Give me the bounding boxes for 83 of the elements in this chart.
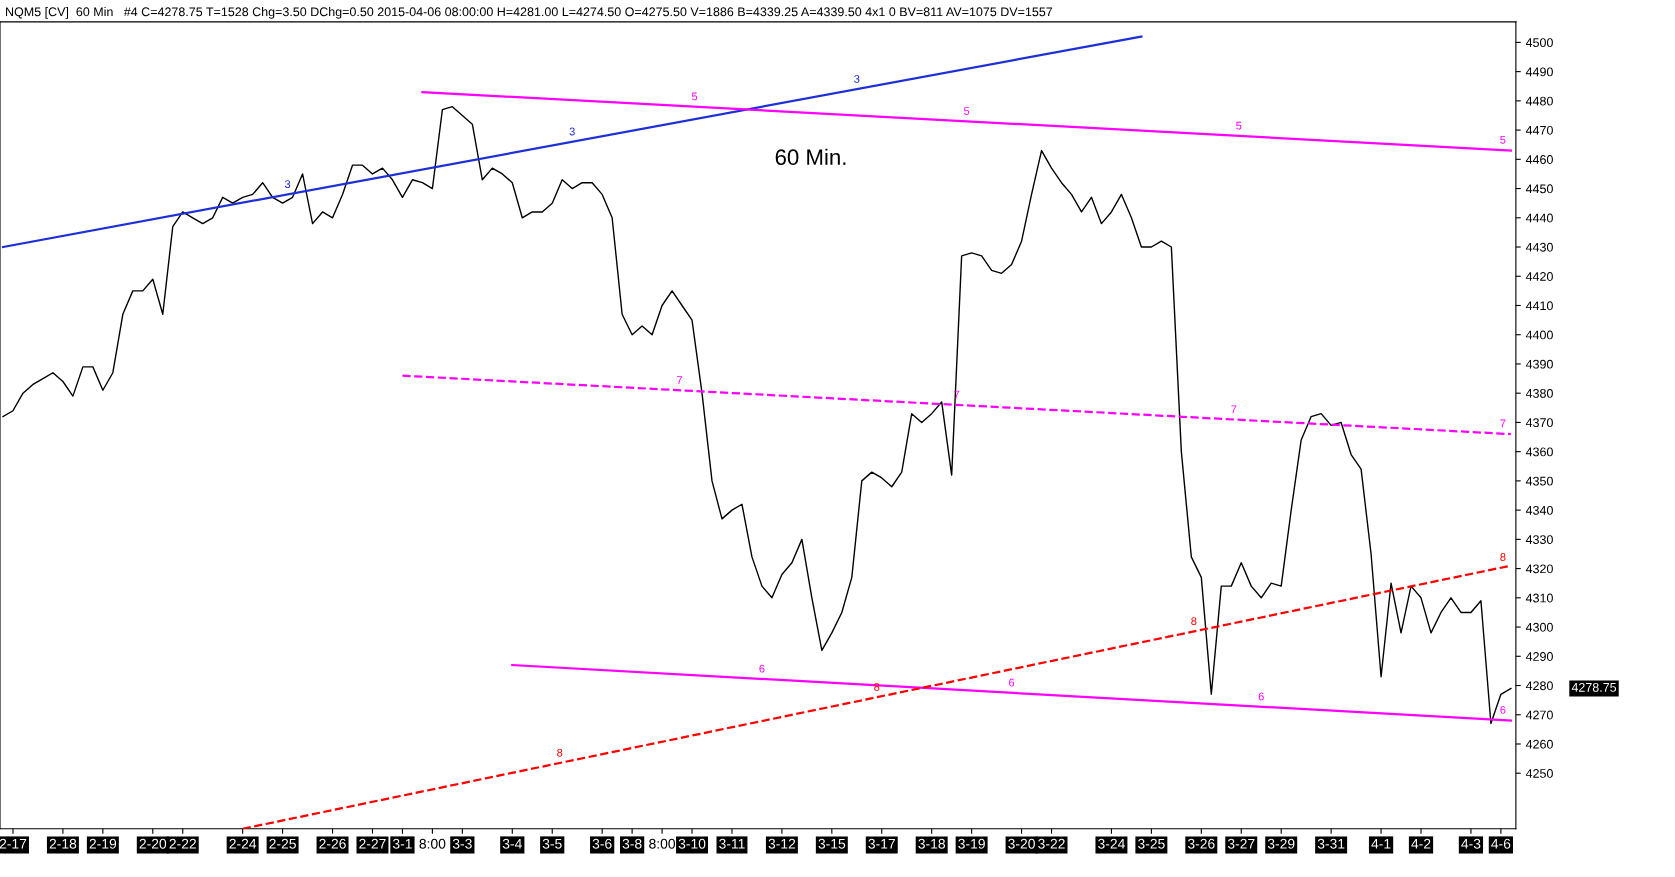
x-tick-label: 3-26 xyxy=(1187,838,1215,849)
y-tick-label: 4350 xyxy=(1525,476,1553,486)
x-tick-label: 3-8 xyxy=(622,838,642,849)
x-tick-label: 3-12 xyxy=(768,838,796,849)
annotation: 3 xyxy=(284,180,291,189)
annotation: 7 xyxy=(677,376,683,384)
annotation: 5 xyxy=(691,92,698,101)
x-tick-label: 3-31 xyxy=(1317,838,1345,849)
x-tick-label: 2-20 xyxy=(139,838,167,849)
x-tick-label: 2-26 xyxy=(319,838,346,849)
x-tick-label: 4-1 xyxy=(1371,839,1391,849)
annotation: 6 xyxy=(759,664,765,673)
annotation: 60 Min. xyxy=(775,148,846,166)
annotation: 5 xyxy=(1236,121,1242,130)
x-tick-label: 3-6 xyxy=(592,838,612,849)
y-tick-label: 4320 xyxy=(1525,564,1553,574)
y-tick-label: 4290 xyxy=(1525,652,1553,661)
y-tick-label: 4370 xyxy=(1525,418,1553,428)
y-tick-label: 4480 xyxy=(1525,96,1553,106)
x-tick-label: 3-11 xyxy=(719,838,745,849)
annotation: 8 xyxy=(1191,617,1197,626)
y-tick-label: 4250 xyxy=(1525,769,1553,778)
chart-title: NQM5 [CV] 60 Min #4 C=4278.75 T=1528 Chg=3.50 DChg=0.50 2015-04-06 08:00:00 H=4281.00 L=4274.50 O=4275.50 V=1886 B=4339.25 A=4339.50 4x1 0 BV=811 AV=1075 DV=1557 xyxy=(6,7,1053,19)
y-tick-label: 4260 xyxy=(1525,739,1553,749)
x-tick-label: 8:00 xyxy=(419,838,446,849)
y-tick-label: 4440 xyxy=(1525,213,1553,223)
text: 4278.75 xyxy=(1571,682,1617,692)
annotation: 3 xyxy=(569,127,575,136)
x-tick-label: 3-27 xyxy=(1227,838,1255,849)
y-tick-label: 4340 xyxy=(1525,505,1553,515)
x-tick-label: 2-17 xyxy=(0,838,27,849)
x-tick-label: 3-1 xyxy=(392,838,412,849)
y-tick-label: 4500 xyxy=(1525,38,1553,48)
x-tick-label: 3-10 xyxy=(678,838,706,849)
x-tick-label: 3-15 xyxy=(818,838,846,849)
x-tick-label: 2-19 xyxy=(89,838,117,849)
x-tick-label: 4-6 xyxy=(1491,838,1511,849)
x-tick-label: 3-19 xyxy=(958,838,985,849)
y-tick-label: 4410 xyxy=(1525,301,1553,311)
y-tick-label: 4310 xyxy=(1525,593,1553,603)
y-tick-label: 4270 xyxy=(1525,710,1553,720)
x-tick-label: 8:00 xyxy=(649,838,676,849)
x-tick-label: 2-18 xyxy=(49,838,77,849)
y-tick-label: 4450 xyxy=(1525,184,1553,194)
x-tick-label: 3-17 xyxy=(868,838,895,849)
annotation: 5 xyxy=(964,107,970,115)
y-tick-label: 4390 xyxy=(1525,359,1553,369)
x-tick-label: 3-24 xyxy=(1098,838,1125,849)
annotation: 8 xyxy=(557,748,563,757)
x-tick-label: 3-22 xyxy=(1038,838,1065,849)
x-tick-label: 2-22 xyxy=(169,838,196,849)
annotation: 8 xyxy=(1500,553,1506,561)
annotation: 5 xyxy=(1500,136,1506,144)
annotation: 3 xyxy=(854,74,860,83)
y-tick-label: 4280 xyxy=(1525,681,1553,691)
x-tick-label: 3-20 xyxy=(1008,838,1035,849)
x-tick-label: 4-3 xyxy=(1461,838,1481,849)
x-tick-label: 3-4 xyxy=(502,838,522,849)
y-tick-label: 4360 xyxy=(1525,447,1553,457)
y-tick-label: 4430 xyxy=(1525,242,1553,252)
y-tick-label: 4460 xyxy=(1525,155,1553,164)
x-tick-label: 2-27 xyxy=(359,838,386,849)
y-tick-label: 4400 xyxy=(1525,330,1553,340)
y-tick-label: 4420 xyxy=(1525,272,1553,281)
x-tick-label: 3-29 xyxy=(1267,838,1295,849)
annotation: 6 xyxy=(1500,705,1506,714)
y-tick-label: 4380 xyxy=(1525,388,1553,398)
x-tick-label: 3-18 xyxy=(918,838,945,849)
y-tick-label: 4330 xyxy=(1525,535,1553,545)
y-tick-label: 4300 xyxy=(1525,622,1553,632)
annotation: 7 xyxy=(954,390,960,399)
x-tick-label: 2-24 xyxy=(229,838,257,849)
x-tick-label: 4-2 xyxy=(1411,838,1431,849)
y-tick-label: 4490 xyxy=(1525,67,1553,77)
annotation: 7 xyxy=(1500,419,1506,428)
annotation: 6 xyxy=(1258,692,1264,701)
x-tick-label: 2-25 xyxy=(269,838,296,849)
annotation: 7 xyxy=(1231,405,1237,414)
x-tick-label: 3-5 xyxy=(542,838,562,849)
y-tick-label: 4470 xyxy=(1525,125,1553,135)
x-tick-label: 3-25 xyxy=(1138,838,1165,849)
x-tick-label: 3-3 xyxy=(452,838,472,849)
annotation: 6 xyxy=(1009,678,1015,687)
